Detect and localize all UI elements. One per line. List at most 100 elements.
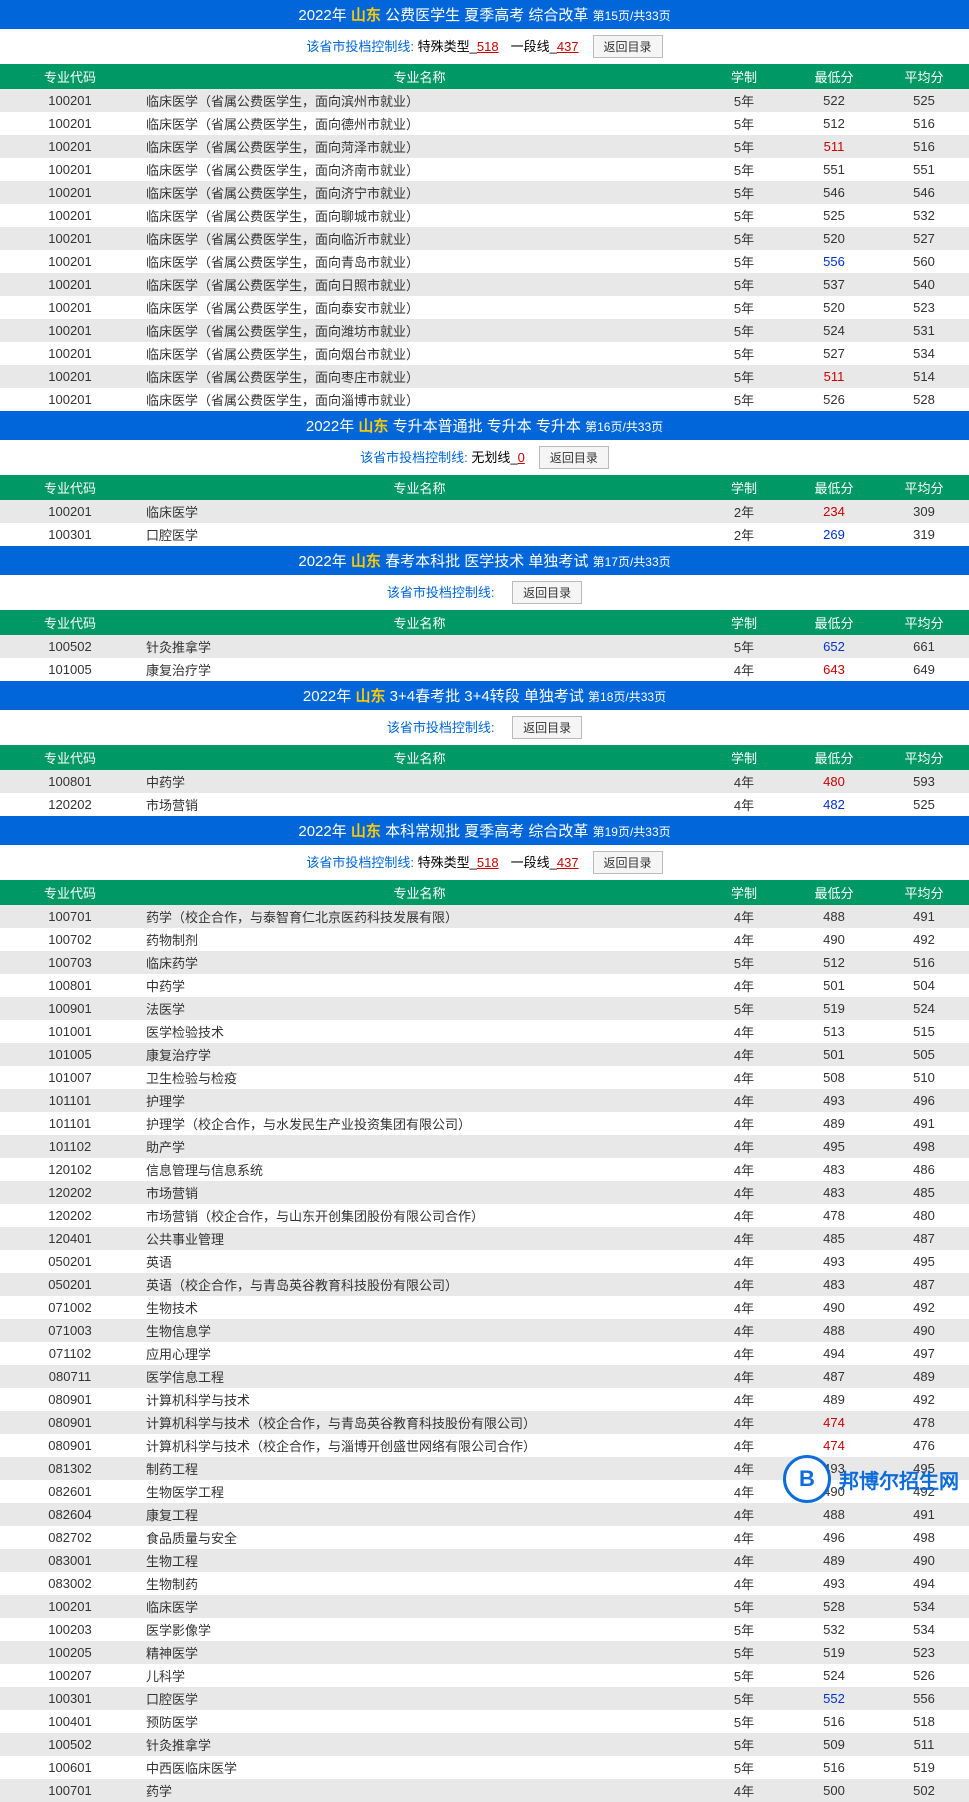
cell-name: 临床医学 (140, 500, 699, 523)
return-button[interactable]: 返回目录 (539, 446, 609, 469)
cell-min: 508 (789, 1066, 879, 1089)
cell-name: 生物制药 (140, 1572, 699, 1595)
tier-value: 437 (557, 855, 579, 870)
cell-code: 120202 (0, 1204, 140, 1227)
cell-name: 助产学 (140, 1135, 699, 1158)
cell-name: 食品质量与安全 (140, 1526, 699, 1549)
cell-min: 480 (789, 770, 879, 793)
col-code: 专业代码 (0, 745, 140, 770)
cell-duration: 4年 (699, 974, 789, 997)
table-row: 100201临床医学（省属公费医学生，面向济南市就业）5年551551 (0, 158, 969, 181)
cell-min: 489 (789, 1112, 879, 1135)
cell-min: 512 (789, 951, 879, 974)
cell-name: 临床医学（省属公费医学生，面向青岛市就业） (140, 250, 699, 273)
cell-min: 520 (789, 227, 879, 250)
cell-code: 100201 (0, 112, 140, 135)
cell-name: 市场营销 (140, 793, 699, 816)
table-row: 083002生物制药4年493494 (0, 1572, 969, 1595)
return-button[interactable]: 返回目录 (512, 716, 582, 739)
cell-code: 100201 (0, 273, 140, 296)
table-row: 100502针灸推拿学5年652661 (0, 635, 969, 658)
cell-code: 100201 (0, 250, 140, 273)
cell-duration: 5年 (699, 204, 789, 227)
return-button[interactable]: 返回目录 (512, 581, 582, 604)
table-row: 071002生物技术4年490492 (0, 1296, 969, 1319)
cell-duration: 4年 (699, 1434, 789, 1457)
cell-min: 495 (789, 1135, 879, 1158)
cell-name: 临床医学（省属公费医学生，面向德州市就业） (140, 112, 699, 135)
cell-duration: 5年 (699, 342, 789, 365)
table-row: 080711医学信息工程4年487489 (0, 1365, 969, 1388)
cell-duration: 4年 (699, 1779, 789, 1802)
table-row: 100601中西医临床医学5年516519 (0, 1756, 969, 1779)
return-button[interactable]: 返回目录 (593, 851, 663, 874)
cell-name: 临床医学（省属公费医学生，面向临沂市就业） (140, 227, 699, 250)
score-table: 专业代码专业名称学制最低分平均分100201临床医学2年234309100301… (0, 475, 969, 546)
cell-name: 临床医学（省属公费医学生，面向济南市就业） (140, 158, 699, 181)
col-duration: 学制 (699, 610, 789, 635)
cell-name: 临床医学（省属公费医学生，面向烟台市就业） (140, 342, 699, 365)
cell-name: 医学检验技术 (140, 1020, 699, 1043)
cell-code: 082601 (0, 1480, 140, 1503)
col-avg: 平均分 (879, 880, 969, 905)
cell-duration: 5年 (699, 273, 789, 296)
cell-avg: 523 (879, 1641, 969, 1664)
cell-name: 临床医学 (140, 1595, 699, 1618)
cell-code: 100201 (0, 158, 140, 181)
cell-code: 100201 (0, 204, 140, 227)
cell-min: 527 (789, 342, 879, 365)
cell-min: 496 (789, 1526, 879, 1549)
cell-duration: 4年 (699, 793, 789, 816)
score-table: 专业代码专业名称学制最低分平均分100502针灸推拿学5年65266110100… (0, 610, 969, 681)
table-row: 100901法医学5年519524 (0, 997, 969, 1020)
watermark: B 邦博尔招生网 (783, 1455, 959, 1503)
cell-code: 071002 (0, 1296, 140, 1319)
col-duration: 学制 (699, 880, 789, 905)
section-title: 2022年 山东 3+4春考批 3+4转段 单独考试 第18页/共33页 (0, 681, 969, 710)
table-row: 100703临床药学5年512516 (0, 951, 969, 974)
cell-code: 050201 (0, 1250, 140, 1273)
table-row: 100203医学影像学5年532534 (0, 1618, 969, 1641)
cell-avg: 476 (879, 1434, 969, 1457)
watermark-text: 邦博尔招生网 (839, 1465, 959, 1494)
cell-min: 524 (789, 1664, 879, 1687)
title-rest: 专升本普通批 专升本 专升本 (393, 418, 581, 435)
cell-name: 康复治疗学 (140, 658, 699, 681)
col-name: 专业名称 (140, 880, 699, 905)
cell-duration: 5年 (699, 365, 789, 388)
cell-duration: 4年 (699, 1158, 789, 1181)
cell-avg: 492 (879, 928, 969, 951)
score-table: 专业代码专业名称学制最低分平均分100801中药学4年480593120202市… (0, 745, 969, 816)
cell-code: 100201 (0, 1595, 140, 1618)
cell-min: 488 (789, 905, 879, 928)
cell-min: 483 (789, 1158, 879, 1181)
cell-min: 520 (789, 296, 879, 319)
table-row: 100201临床医学（省属公费医学生，面向枣庄市就业）5年511514 (0, 365, 969, 388)
col-avg: 平均分 (879, 475, 969, 500)
cell-avg: 491 (879, 1503, 969, 1526)
cell-min: 537 (789, 273, 879, 296)
cell-duration: 4年 (699, 1480, 789, 1503)
cell-min: 478 (789, 1204, 879, 1227)
table-row: 101005康复治疗学4年643649 (0, 658, 969, 681)
cell-name: 市场营销（校企合作，与山东开创集团股份有限公司合作） (140, 1204, 699, 1227)
noline-label: 无划线_ (471, 450, 517, 465)
cell-duration: 4年 (699, 1273, 789, 1296)
table-row: 100201临床医学（省属公费医学生，面向菏泽市就业）5年511516 (0, 135, 969, 158)
cell-duration: 4年 (699, 1089, 789, 1112)
cutoff-line: 该省市投档控制线: 特殊类型_518一段线_437返回目录 (0, 29, 969, 64)
cell-avg: 490 (879, 1319, 969, 1342)
cell-name: 临床医学（省属公费医学生，面向聊城市就业） (140, 204, 699, 227)
col-min: 最低分 (789, 745, 879, 770)
cell-duration: 4年 (699, 1020, 789, 1043)
cell-avg: 526 (879, 1664, 969, 1687)
cell-code: 100301 (0, 523, 140, 546)
cell-duration: 4年 (699, 1319, 789, 1342)
cell-code: 100201 (0, 89, 140, 112)
cell-name: 护理学 (140, 1089, 699, 1112)
table-row: 050201英语4年493495 (0, 1250, 969, 1273)
cell-duration: 5年 (699, 635, 789, 658)
cell-duration: 4年 (699, 770, 789, 793)
cell-name: 临床医学（省属公费医学生，面向滨州市就业） (140, 89, 699, 112)
return-button[interactable]: 返回目录 (593, 35, 663, 58)
